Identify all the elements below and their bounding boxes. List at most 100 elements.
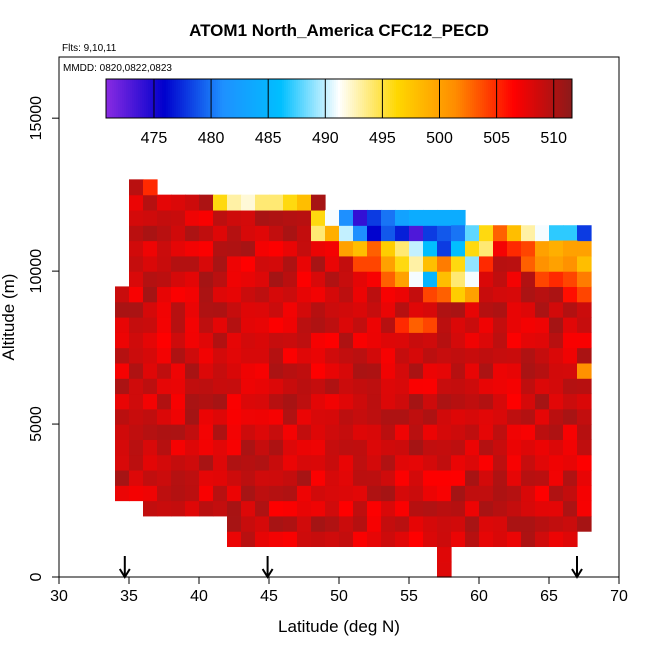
heatmap-cell: [381, 393, 396, 410]
x-tick-label: 55: [400, 588, 418, 605]
colorbar-segment: [366, 79, 369, 118]
colorbar-segment: [468, 79, 471, 118]
heatmap-cell: [171, 393, 186, 410]
colorbar-segment: [192, 79, 195, 118]
heatmap-cell: [549, 485, 564, 502]
heatmap-cell: [577, 347, 592, 364]
x-tick-label: 40: [190, 588, 208, 605]
colorbar-segment: [242, 79, 245, 118]
heatmap-cell: [549, 225, 564, 242]
colorbar-segment: [416, 79, 419, 118]
heatmap-cell: [549, 454, 564, 471]
heatmap-cell: [339, 408, 354, 425]
heatmap-cell: [227, 469, 242, 486]
heatmap-cell: [409, 225, 424, 242]
heatmap-cell: [227, 301, 242, 318]
heatmap-cell: [157, 362, 172, 379]
heatmap-cell: [577, 408, 592, 425]
colorbar-segment: [132, 79, 135, 118]
heatmap-cell: [185, 424, 200, 440]
heatmap-cell: [577, 362, 592, 379]
heatmap-cell: [339, 393, 354, 410]
colorbar-segment: [292, 79, 295, 118]
y-tick-label: 10000: [28, 249, 45, 294]
heatmap-cell: [577, 225, 592, 242]
colorbar-segment: [200, 79, 203, 118]
heatmap-cell: [143, 469, 158, 486]
heatmap-cell: [283, 194, 298, 211]
colorbar-segment: [420, 79, 423, 118]
colorbar-segment: [400, 79, 403, 118]
colorbar-segment: [368, 79, 371, 118]
heatmap-cell: [535, 225, 550, 242]
colorbar-segment: [316, 79, 319, 118]
colorbar-segment: [148, 79, 151, 118]
heatmap-cell: [521, 531, 536, 548]
heatmap-cell: [549, 439, 564, 456]
heatmap-cell: [451, 393, 466, 410]
heatmap-cell: [311, 408, 326, 425]
colorbar-segment: [138, 79, 141, 118]
heatmap-cell: [353, 317, 368, 333]
heatmap-cell: [241, 500, 256, 517]
heatmap-cell: [437, 301, 452, 318]
colorbar-segment: [268, 79, 271, 118]
heatmap-cell: [185, 362, 200, 379]
heatmap-cell: [311, 393, 326, 410]
colorbar-segment: [490, 79, 493, 118]
heatmap-cell: [535, 332, 550, 349]
colorbar-segment: [278, 79, 281, 118]
heatmap-cell: [269, 362, 284, 379]
heatmap-cell: [367, 332, 382, 349]
flight-arrows: [118, 556, 583, 579]
heatmap-cell: [185, 209, 200, 226]
heatmap-cell: [185, 255, 200, 272]
heatmap-cell: [479, 301, 494, 318]
heatmap-cell: [213, 301, 228, 318]
colorbar-segment: [372, 79, 375, 118]
colorbar-segment: [564, 79, 567, 118]
heatmap-cell: [213, 378, 228, 395]
colorbar-segment: [282, 79, 285, 118]
colorbar-segment: [150, 79, 153, 118]
heatmap-cell: [297, 347, 312, 364]
heatmap-cell: [171, 332, 186, 349]
heatmap-cell: [451, 240, 466, 257]
colorbar-segment: [566, 79, 569, 118]
heatmap-cell: [451, 424, 466, 440]
heatmap-cell: [311, 317, 326, 333]
colorbar-segment: [422, 79, 425, 118]
heatmap-cell: [423, 515, 438, 532]
heatmap-cell: [423, 332, 438, 349]
heatmap-cell: [227, 408, 242, 425]
colorbar-tick-label: 500: [426, 130, 453, 147]
colorbar-segment: [348, 79, 351, 118]
colorbar-segment: [360, 79, 363, 118]
heatmap-cell: [395, 347, 410, 364]
heatmap-cell: [563, 393, 578, 410]
heatmap-cell: [521, 362, 536, 379]
heatmap-cell: [353, 378, 368, 395]
heatmap-cell: [479, 317, 494, 333]
heatmap-cell: [115, 393, 130, 410]
heatmap-cell: [325, 255, 340, 272]
heatmap-cell: [437, 515, 452, 532]
heatmap-cell: [535, 469, 550, 486]
colorbar-segment: [392, 79, 395, 118]
colorbar-segment: [284, 79, 287, 118]
heatmap-cell: [381, 515, 396, 532]
colorbar-segment: [160, 79, 163, 118]
heatmap-cell: [563, 408, 578, 425]
heatmap-cell: [311, 469, 326, 486]
heatmap-cell: [577, 332, 592, 349]
heatmap-cell: [297, 271, 312, 288]
heatmap-cell: [367, 286, 382, 303]
heatmap-cell: [451, 469, 466, 486]
colorbar-segment: [142, 79, 145, 118]
heatmap-cell: [311, 255, 326, 272]
heatmap-cell: [297, 225, 312, 242]
heatmap-cell: [493, 424, 508, 440]
colorbar-segment: [118, 79, 121, 118]
heatmap-cell: [339, 286, 354, 303]
colorbar-segment: [402, 79, 405, 118]
